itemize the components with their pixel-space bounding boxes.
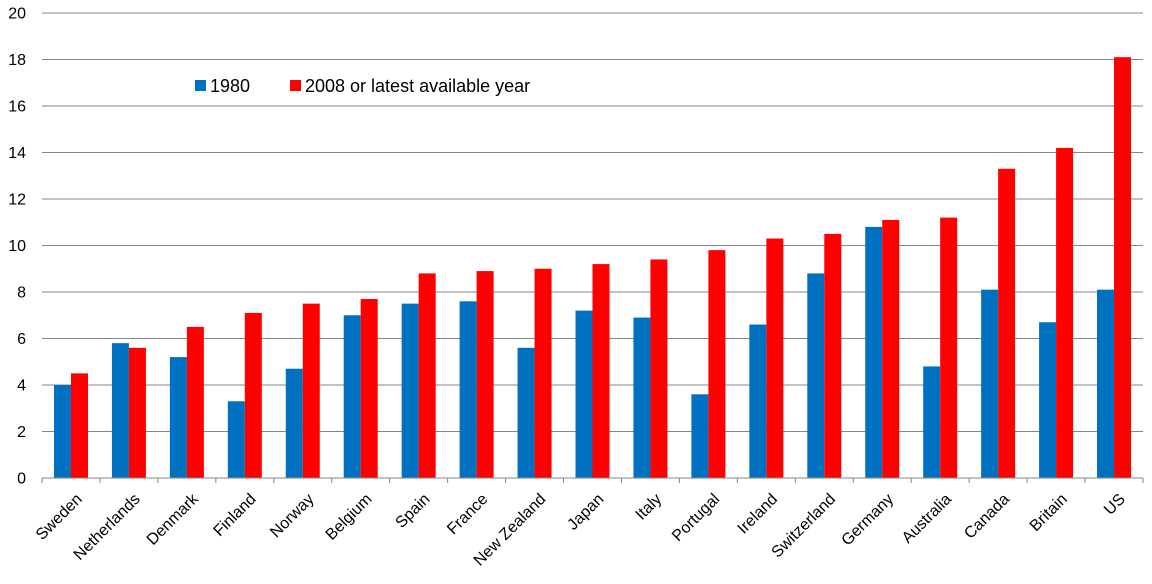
bar-1980-switzerland — [807, 273, 825, 478]
x-tick-label: Italy — [633, 491, 666, 524]
bar-latest-denmark — [186, 326, 204, 478]
y-tick-label: 4 — [17, 378, 26, 395]
bar-1980-spain — [401, 303, 419, 478]
bar-1980-norway — [285, 368, 303, 478]
bar-1980-australia — [923, 366, 941, 478]
x-tick-label: Germany — [839, 491, 898, 550]
bar-latest-us — [1114, 57, 1132, 479]
bar-1980-germany — [865, 226, 883, 478]
bar-latest-finland — [244, 312, 262, 478]
x-tick-label: Denmark — [144, 490, 203, 549]
bar-1980-netherlands — [111, 343, 129, 478]
y-axis-tick-labels: 0 2 4 6 8 10 12 14 16 18 20 — [8, 6, 26, 488]
x-tick-label: Australia — [899, 491, 955, 547]
x-tick-label: Sweden — [33, 491, 86, 544]
bar-latest-sweden — [70, 373, 88, 478]
x-tick-label: Norway — [267, 491, 317, 541]
bar-1980-us — [1097, 289, 1115, 478]
bar-latest-britain — [1056, 147, 1074, 478]
bar-latest-australia — [940, 217, 958, 478]
x-tick-label: Belgium — [323, 491, 376, 544]
legend-swatch — [195, 80, 206, 91]
y-tick-label: 8 — [17, 285, 26, 302]
bar-latest-france — [476, 271, 494, 478]
bar-1980-new-zealand — [517, 347, 535, 478]
y-tick-label: 14 — [8, 145, 26, 162]
legend: 1980 2008 or latest available year — [195, 76, 530, 96]
x-axis — [41, 477, 1144, 483]
bar-latest-norway — [302, 303, 320, 478]
bar-1980-france — [459, 301, 477, 478]
y-tick-label: 12 — [8, 192, 26, 209]
y-tick-label: 6 — [17, 331, 26, 348]
bar-1980-ireland — [749, 324, 767, 478]
bar-latest-canada — [998, 168, 1016, 478]
x-tick-label: France — [444, 491, 491, 538]
bar-1980-finland — [227, 401, 245, 478]
bar-latest-japan — [592, 264, 610, 478]
x-tick-label: Ireland — [735, 491, 782, 538]
y-tick-label: 10 — [8, 238, 26, 255]
bar-1980-denmark — [169, 357, 187, 478]
y-tick-label: 20 — [8, 6, 26, 23]
x-tick-label: US — [1101, 491, 1129, 519]
x-tick-label: Spain — [393, 491, 434, 532]
bar-1980-portugal — [691, 394, 709, 478]
bar-latest-new-zealand — [534, 268, 552, 478]
y-tick-label: 0 — [17, 471, 26, 488]
gridlines — [42, 12, 1143, 432]
legend-label: 2008 or latest available year — [305, 76, 530, 96]
bar-latest-belgium — [360, 298, 378, 478]
bar-1980-italy — [633, 317, 651, 478]
legend-swatch — [290, 80, 301, 91]
bar-latest-germany — [882, 219, 900, 479]
bar-latest-spain — [418, 273, 436, 478]
bar-1980-sweden — [53, 385, 71, 478]
bars — [53, 57, 1132, 479]
bar-latest-italy — [650, 259, 668, 478]
x-tick-label: Portugal — [669, 491, 723, 545]
x-tick-label: Britain — [1027, 491, 1071, 535]
legend-label: 1980 — [210, 76, 250, 96]
y-tick-label: 2 — [17, 424, 26, 441]
y-tick-label: 18 — [8, 52, 26, 69]
bar-1980-britain — [1039, 322, 1057, 478]
bar-1980-japan — [575, 310, 593, 478]
bar-latest-ireland — [766, 238, 784, 478]
bar-latest-netherlands — [128, 347, 146, 478]
y-tick-label: 16 — [8, 99, 26, 116]
x-tick-label: Canada — [961, 491, 1013, 543]
bar-1980-belgium — [343, 315, 361, 478]
bar-1980-canada — [981, 289, 999, 478]
bar-latest-portugal — [708, 250, 726, 478]
x-tick-label: Japan — [564, 491, 607, 534]
x-tick-label: Finland — [211, 491, 260, 540]
bar-latest-switzerland — [824, 233, 842, 478]
